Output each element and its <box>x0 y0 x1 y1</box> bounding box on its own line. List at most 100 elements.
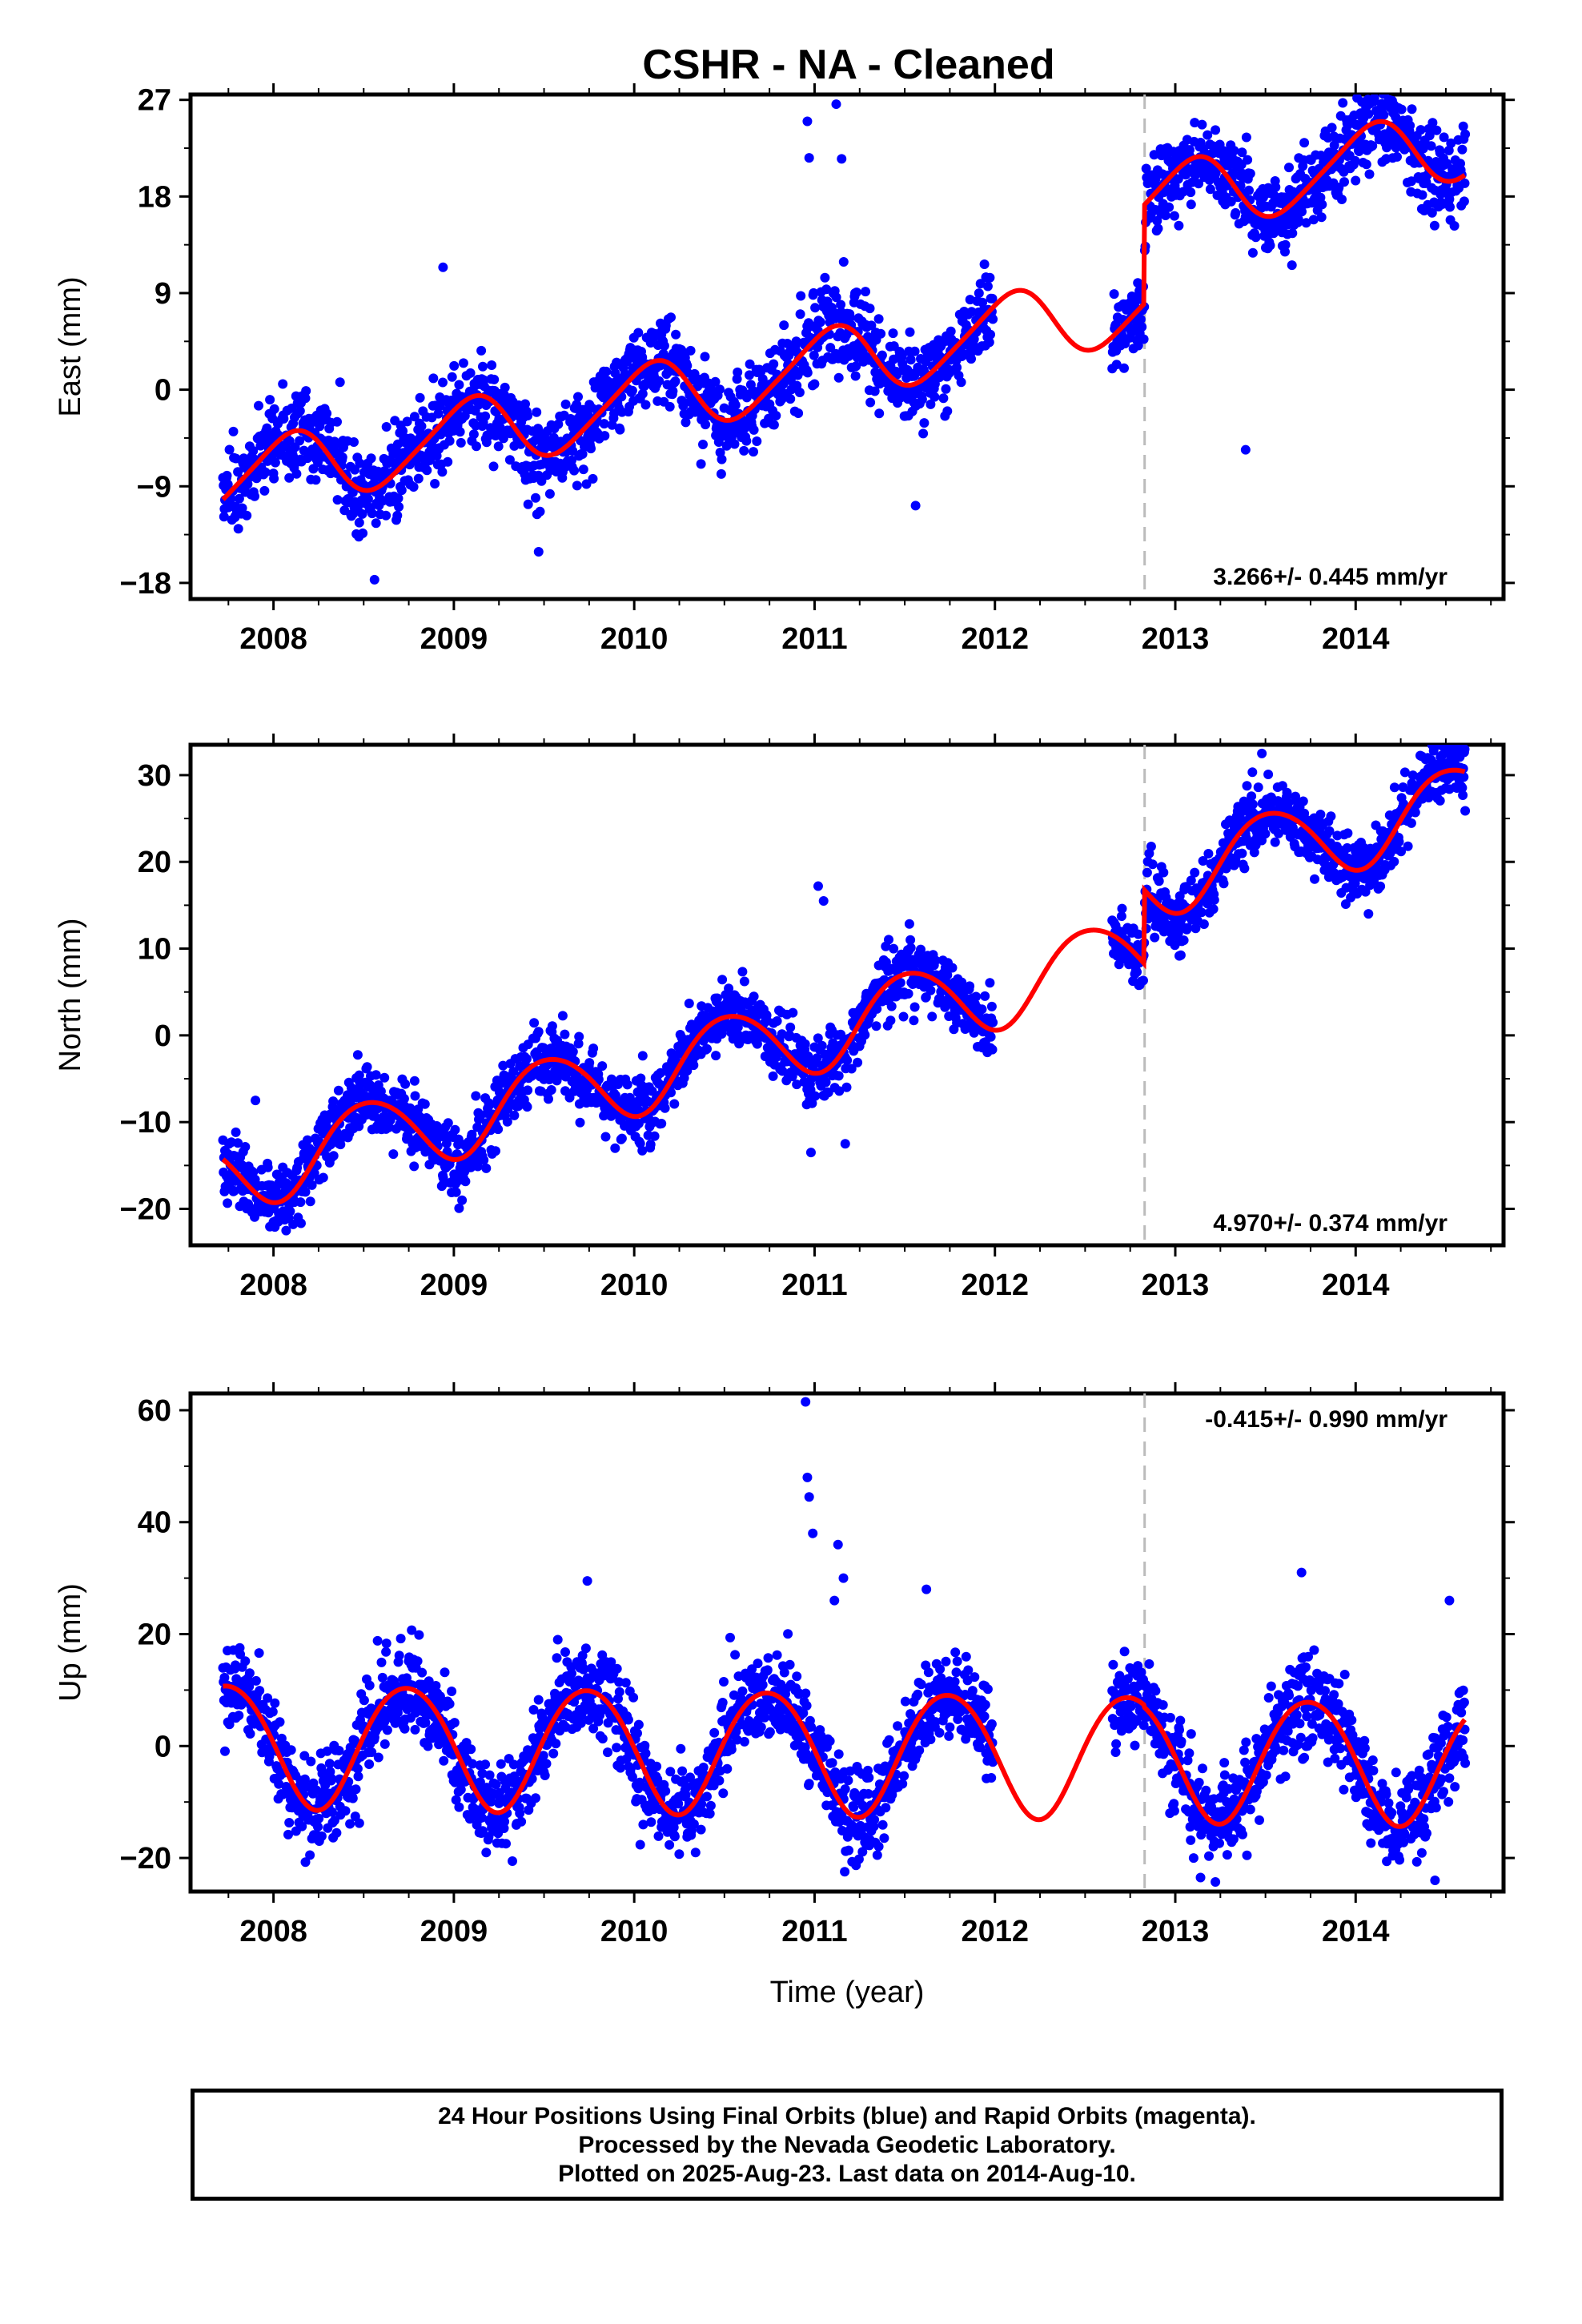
x-tick-label: 2009 <box>420 1915 488 1948</box>
data-point <box>637 352 648 363</box>
data-point <box>1407 104 1417 115</box>
data-point <box>498 1060 508 1071</box>
data-point <box>586 444 596 454</box>
data-point <box>254 400 263 411</box>
x-tick-label: 2010 <box>600 622 669 656</box>
data-point <box>656 1119 667 1128</box>
velocity-rate-label: 4.970+/- 0.374 mm/yr <box>1213 1210 1447 1236</box>
north-panel: 2008 2009 2010 2011 2012 2013 2014−20−10010203… <box>54 734 1515 1302</box>
data-point <box>416 421 427 432</box>
data-point <box>1227 168 1238 179</box>
data-point <box>355 458 365 468</box>
data-point <box>478 361 488 372</box>
data-point <box>381 422 391 432</box>
data-point <box>1350 155 1360 166</box>
data-point <box>584 1058 595 1068</box>
data-point <box>730 400 741 410</box>
x-tick-label: 2012 <box>961 622 1029 656</box>
data-point <box>1315 810 1326 819</box>
data-point <box>778 379 789 389</box>
data-point <box>345 1819 355 1829</box>
data-point <box>904 919 914 929</box>
data-point <box>785 1022 796 1032</box>
y-tick-label: −10 <box>120 1106 171 1140</box>
data-point <box>1299 138 1310 148</box>
data-point <box>794 388 805 397</box>
data-point <box>409 1076 420 1086</box>
data-point <box>988 314 998 324</box>
data-point <box>1317 199 1327 210</box>
data-point <box>270 1698 280 1708</box>
data-point <box>655 360 665 371</box>
data-point <box>895 978 905 988</box>
data-point <box>455 427 465 437</box>
data-point <box>544 489 555 499</box>
data-point <box>985 978 995 988</box>
data-point <box>291 468 302 479</box>
data-point <box>1385 94 1390 95</box>
data-point <box>400 1079 411 1089</box>
data-points <box>218 1397 1471 1887</box>
data-point <box>1247 791 1257 802</box>
data-point <box>1247 767 1258 778</box>
data-point <box>487 360 497 370</box>
data-point <box>305 1196 315 1207</box>
x-tick-label: 2013 <box>1142 1269 1210 1302</box>
data-point <box>813 1033 823 1043</box>
data-point <box>347 1793 358 1803</box>
data-point <box>1339 177 1349 187</box>
data-point <box>538 1043 548 1053</box>
data-point <box>1392 151 1402 162</box>
data-point <box>220 1746 230 1756</box>
data-point <box>1186 875 1196 886</box>
y-tick-label: 0 <box>155 374 171 408</box>
data-point <box>982 281 993 292</box>
data-point <box>1243 155 1253 165</box>
data-point <box>942 406 953 416</box>
data-point <box>640 400 651 410</box>
data-point <box>1426 141 1436 151</box>
data-point <box>279 413 289 424</box>
data-point <box>328 1151 339 1161</box>
data-point <box>581 479 592 489</box>
data-point <box>647 1086 657 1096</box>
data-point <box>974 288 984 299</box>
data-point-outlier <box>533 547 544 557</box>
data-point <box>633 328 644 338</box>
data-point <box>1153 223 1163 234</box>
data-point <box>1429 220 1439 231</box>
data-point <box>834 1086 845 1096</box>
data-point <box>1142 867 1152 878</box>
data-point <box>444 436 455 446</box>
data-point <box>897 352 907 361</box>
data-point <box>409 1161 420 1172</box>
data-point <box>1219 879 1229 889</box>
data-point <box>335 377 345 388</box>
data-point <box>504 455 515 465</box>
data-point <box>795 309 805 320</box>
data-point <box>947 963 958 973</box>
data-point <box>977 1004 987 1015</box>
data-point <box>637 388 648 399</box>
data-point <box>1149 150 1159 160</box>
data-point <box>898 1011 909 1022</box>
data-point <box>451 1187 461 1197</box>
data-point <box>696 459 706 469</box>
data-point <box>1338 98 1348 108</box>
data-point <box>1191 923 1201 934</box>
data-point <box>1378 81 1387 90</box>
y-tick-label: 9 <box>155 277 171 311</box>
data-point <box>250 491 259 501</box>
data-point <box>281 1782 291 1791</box>
data-point <box>821 284 832 295</box>
data-point <box>480 411 491 421</box>
data-point <box>1368 75 1378 85</box>
data-point <box>354 1818 364 1828</box>
data-point <box>1427 207 1437 218</box>
data-point <box>739 445 749 456</box>
data-point <box>1209 895 1219 905</box>
x-tick-label: 2009 <box>420 1269 488 1302</box>
data-point <box>248 446 259 456</box>
data-point <box>454 380 464 390</box>
data-point <box>314 1813 324 1823</box>
